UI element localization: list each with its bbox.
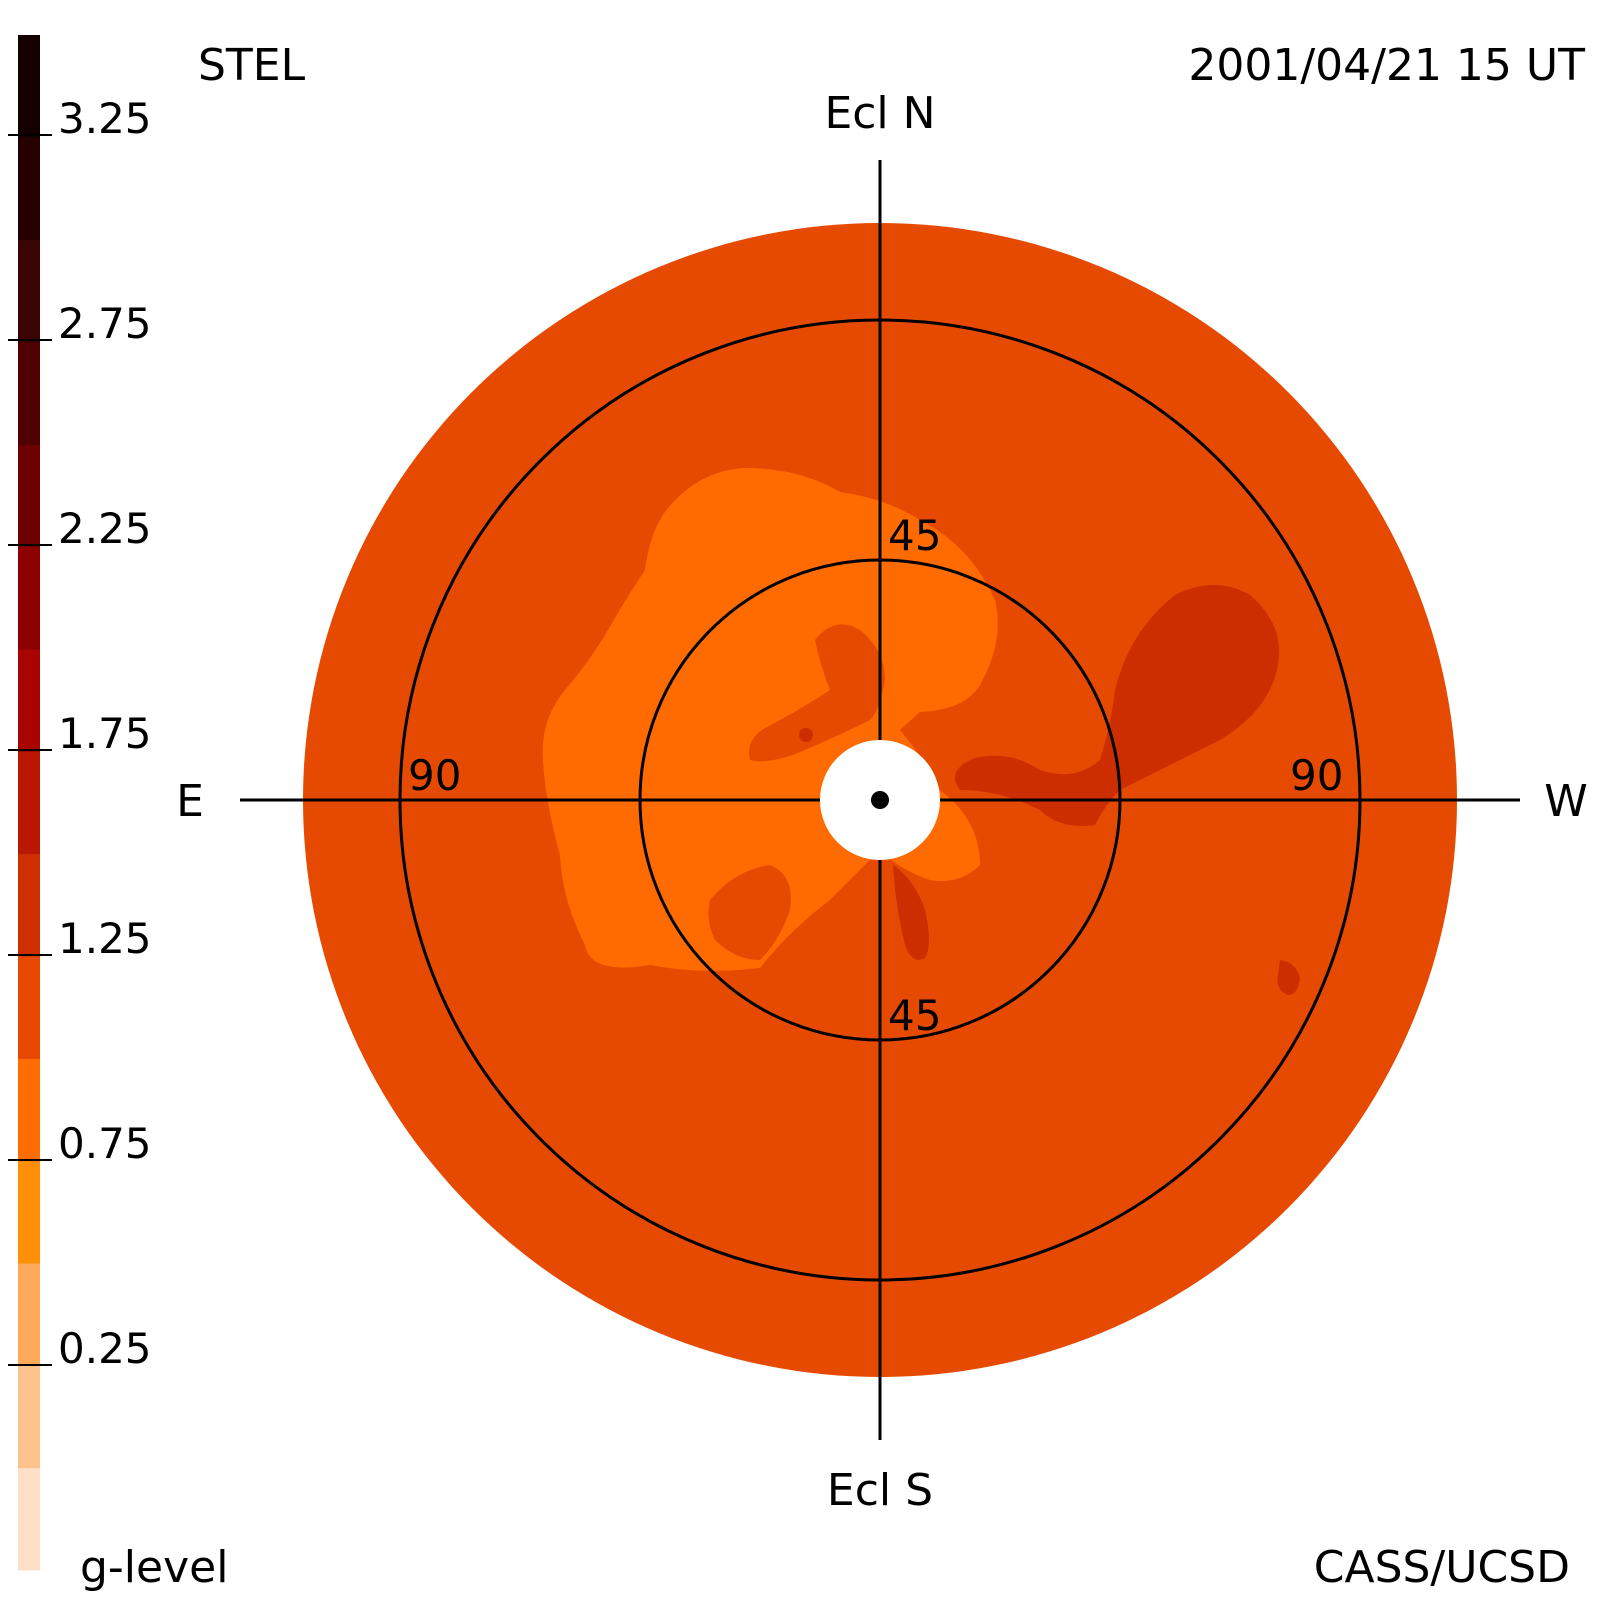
colorbar-segment	[18, 1467, 40, 1571]
colorbar-tick-label: 1.75	[58, 709, 152, 758]
dense-patch-inner	[749, 624, 885, 762]
direction-north: Ecl N	[824, 88, 935, 139]
colorbar-tick-label: 3.25	[58, 94, 152, 143]
colorbar-segment	[18, 1263, 40, 1366]
colorbar-tick-label: 0.25	[58, 1324, 152, 1373]
colorbar-segment	[18, 35, 40, 138]
timestamp-label: 2001/04/21 15 UT	[1188, 40, 1585, 91]
colorbar-segment	[18, 239, 40, 343]
colorbar-segment	[18, 1058, 40, 1162]
colorbar-segment	[18, 1365, 40, 1469]
colorbar-segment	[18, 853, 40, 957]
colorbar-segment	[18, 444, 40, 548]
colorbar-segment	[18, 546, 40, 650]
credit-label: CASS/UCSD	[1314, 1542, 1570, 1593]
colorbar-segment	[18, 751, 40, 855]
dense-region-west	[955, 585, 1280, 826]
colorbar-tick-label: 2.75	[58, 299, 152, 348]
dense-patch-southwest	[708, 865, 791, 960]
colorbar-ticks: 3.25 2.75 2.25 1.75 1.25 0.75 0.25	[8, 94, 152, 1373]
ring-label-90-west: 90	[1290, 751, 1343, 800]
colorbar-tick-label: 1.25	[58, 914, 152, 963]
ring-label-45-south: 45	[888, 991, 941, 1040]
sun-center-dot	[871, 791, 889, 809]
observatory-label: STEL	[198, 40, 306, 91]
ring-label-45-north: 45	[888, 511, 941, 560]
colorbar	[18, 35, 40, 1571]
ring-label-90-east: 90	[408, 751, 461, 800]
dense-patch-south	[893, 865, 929, 960]
dense-dot	[799, 728, 813, 742]
colorbar-segment	[18, 342, 40, 445]
direction-south: Ecl S	[827, 1465, 933, 1516]
direction-east: E	[176, 776, 204, 827]
colorbar-segment	[18, 649, 40, 752]
colorbar-tick-label: 2.25	[58, 504, 152, 553]
colorbar-segment	[18, 1160, 40, 1264]
direction-west: W	[1544, 776, 1588, 827]
colorbar-title: g-level	[80, 1542, 228, 1593]
colorbar-segment	[18, 137, 40, 241]
colorbar-tick-label: 0.75	[58, 1119, 152, 1168]
colorbar-segment	[18, 956, 40, 1059]
dense-spot	[1277, 960, 1300, 995]
